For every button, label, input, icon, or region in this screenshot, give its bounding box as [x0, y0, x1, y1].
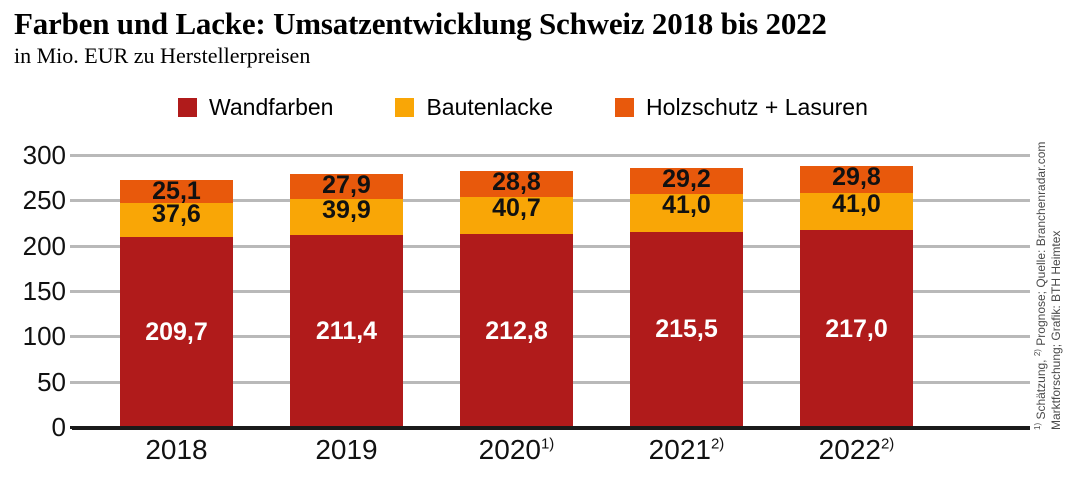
bar-segment-2018-bautenlacke[interactable] — [120, 202, 233, 237]
legend-item-1[interactable]: Bautenlacke — [395, 96, 553, 119]
bar-segment-2021-wandfarben[interactable] — [630, 231, 743, 427]
y-axis-tick-50 — [70, 380, 80, 384]
legend-label-1: Bautenlacke — [426, 94, 554, 120]
x-axis-label-2018: 2018 — [120, 436, 233, 464]
plot-area: 209,7 37,6 25,1 211,4 39,9 27,9 212,8 40,7 28,8 2… — [70, 154, 1030, 429]
bar-segment-2021-holzschutz-lasuren[interactable] — [630, 167, 743, 195]
x-axis-label-2019: 2019 — [290, 436, 403, 464]
y-axis-label-200: 200 — [22, 230, 66, 261]
x-axis-footnote-2020: 1) — [540, 435, 555, 453]
bar-value-label-2018-0: 209,7 — [145, 317, 208, 346]
bar-value-label-2019-0: 211,4 — [315, 317, 378, 346]
bar-segment-2019-bautenlacke[interactable] — [290, 199, 403, 236]
bar-segment-2020-bautenlacke[interactable] — [460, 197, 573, 235]
gridline-300 — [80, 154, 1030, 157]
y-axis-tick-300 — [70, 154, 80, 157]
bar-segment-2022-wandfarben[interactable] — [800, 230, 913, 427]
bar-segment-2018-wandfarben[interactable] — [120, 236, 233, 427]
bar-value-label-2020-2: 28,8 — [492, 168, 541, 197]
square-swatch-icon — [615, 98, 635, 117]
bar-value-label-2019-1: 39,9 — [322, 196, 371, 225]
square-swatch-icon — [395, 98, 415, 117]
footnote-marker-2: 2) — [1033, 349, 1042, 357]
y-axis-tick-200 — [70, 244, 80, 248]
x-axis-label-2020: 20201) — [460, 436, 573, 464]
source-text-a: Schätzung, — [1034, 356, 1048, 423]
bar-value-label-2020-1: 40,7 — [492, 194, 541, 223]
y-axis-label-150: 150 — [22, 276, 66, 306]
y-axis-label-250: 250 — [22, 185, 66, 216]
bar-value-label-2018-2: 25,1 — [152, 177, 201, 206]
bar-segment-2022-bautenlacke[interactable] — [800, 193, 913, 231]
chart-subtitle: in Mio. EUR zu Herstellerpreisen — [14, 43, 311, 68]
legend-label-2: Holzschutz + Lasuren — [646, 94, 868, 120]
bar-value-label-2021-2: 29,2 — [662, 164, 711, 193]
bar-value-label-2021-1: 41,0 — [662, 191, 711, 220]
page-title: Farben und Lacke: Umsatzentwicklung Schw… — [14, 6, 827, 41]
chart-header: Farben und Lacke: Umsatzentwicklung Schw… — [14, 6, 1054, 69]
bar-segment-2018-holzschutz-lasuren[interactable] — [120, 180, 233, 203]
x-axis-year-2019: 2019 — [315, 434, 378, 465]
x-axis-line — [72, 426, 1030, 430]
footnote-marker-1: 1) — [1033, 422, 1042, 430]
y-axis-tick-150 — [70, 290, 80, 293]
source-line-2: Marktforschung; Grafik: BTH Heimtex — [1049, 230, 1063, 430]
y-axis-label-0: 0 — [51, 412, 66, 442]
legend-item-2[interactable]: Holzschutz + Lasuren — [615, 96, 868, 119]
bar-segment-2022-holzschutz-lasuren[interactable] — [800, 166, 913, 194]
source-text-b: Prognose; Quelle: Branchenradar.com — [1034, 141, 1048, 350]
legend-label-0: Wandfarben — [209, 94, 334, 120]
chart-legend: Wandfarben Bautenlacke Holzschutz + Lasure… — [178, 96, 868, 119]
bar-value-label-2022-1: 41,0 — [832, 190, 881, 219]
x-axis-footnote-2021: 2) — [710, 435, 725, 453]
x-axis-year-2018: 2018 — [145, 434, 208, 465]
y-axis-label-50: 50 — [37, 366, 66, 397]
bar-value-label-2018-1: 37,6 — [152, 199, 201, 228]
bar-segment-2020-holzschutz-lasuren[interactable] — [460, 171, 573, 198]
x-axis-year-2021: 2021 — [648, 434, 711, 465]
bar-segment-2021-bautenlacke[interactable] — [630, 194, 743, 232]
square-swatch-icon — [178, 98, 197, 117]
bar-value-label-2019-2: 27,9 — [322, 170, 371, 199]
x-axis-year-2020: 2020 — [478, 434, 541, 465]
y-axis-label-100: 100 — [22, 321, 66, 352]
y-axis-label-300: 300 — [22, 140, 66, 170]
bar-value-label-2022-2: 29,8 — [832, 163, 881, 192]
x-axis-label-2022: 20222) — [800, 436, 913, 464]
bar-segment-2020-wandfarben[interactable] — [460, 234, 573, 427]
x-axis-label-2021: 20212) — [630, 436, 743, 464]
bar-value-label-2021-0: 215,5 — [655, 315, 718, 344]
x-axis-footnote-2022: 2) — [880, 435, 895, 453]
bar-segment-2019-wandfarben[interactable] — [290, 235, 403, 427]
bar-value-label-2022-0: 217,0 — [825, 314, 888, 343]
y-axis-tick-100 — [70, 335, 80, 339]
y-axis-tick-250 — [70, 199, 80, 203]
legend-item-0[interactable]: Wandfarben — [178, 96, 333, 119]
bar-segment-2019-holzschutz-lasuren[interactable] — [290, 173, 403, 200]
source-line-1: 1) Schätzung, 2) Prognose; Quelle: Branc… — [1033, 118, 1049, 430]
x-axis-year-2022: 2022 — [818, 434, 881, 465]
bar-value-label-2020-0: 212,8 — [485, 316, 548, 345]
